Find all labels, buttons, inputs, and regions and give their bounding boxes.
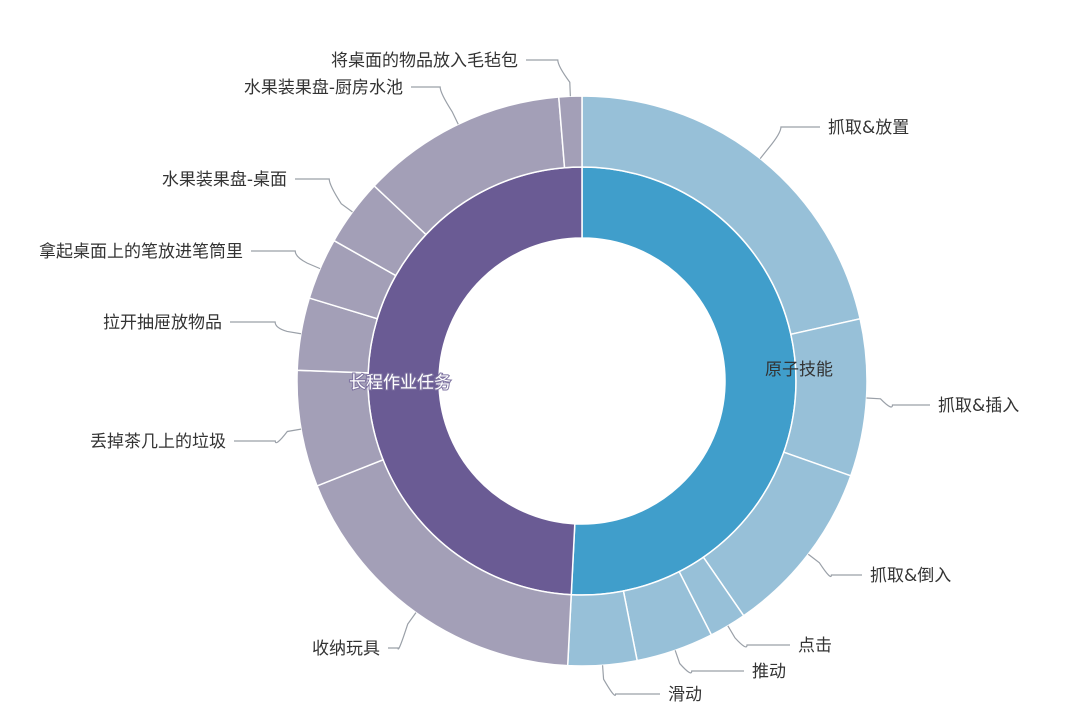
outer-segment-label: 拉开抽屉放物品 bbox=[103, 313, 222, 333]
label-leader-line bbox=[411, 86, 459, 125]
label-leader-line bbox=[388, 612, 417, 650]
label-leader-line bbox=[230, 321, 302, 335]
outer-segment-label: 水果装果盘-厨房水池 bbox=[244, 78, 403, 98]
label-leader-line bbox=[866, 397, 930, 408]
label-leader-line bbox=[601, 665, 660, 696]
inner-segment-label: 长程作业任务 bbox=[349, 373, 451, 393]
label-leader-line bbox=[807, 553, 862, 578]
outer-segment-label: 推动 bbox=[752, 662, 786, 682]
outer-segment-label: 抓取&插入 bbox=[938, 396, 1019, 416]
label-leader-line bbox=[674, 650, 744, 674]
outer-segment-label: 抓取&倒入 bbox=[870, 566, 951, 586]
label-leader-line bbox=[295, 178, 353, 213]
outer-segment-label: 将桌面的物品放入毛毡包 bbox=[331, 51, 518, 71]
outer-segment-label: 收纳玩具 bbox=[312, 639, 380, 659]
outer-segment-label: 抓取&放置 bbox=[828, 118, 909, 138]
label-leader-line bbox=[251, 250, 321, 270]
label-leader-line bbox=[234, 428, 302, 444]
outer-segment-label: 点击 bbox=[798, 636, 832, 656]
label-leader-line bbox=[526, 59, 571, 97]
outer-segment-label: 水果装果盘-桌面 bbox=[162, 170, 287, 190]
outer-segment-series-1-child-6[interactable] bbox=[557, 95, 583, 169]
outer-segment-series-0-child-1[interactable] bbox=[782, 317, 868, 477]
inner-segment-label: 原子技能 bbox=[765, 360, 833, 380]
label-leader-line bbox=[727, 625, 790, 648]
outer-segment-label: 滑动 bbox=[668, 685, 702, 705]
label-leader-line bbox=[759, 126, 820, 159]
outer-segment-label: 拿起桌面上的笔放进笔筒里 bbox=[39, 241, 243, 262]
outer-segment-label: 丢掉茶几上的垃圾 bbox=[90, 432, 226, 452]
